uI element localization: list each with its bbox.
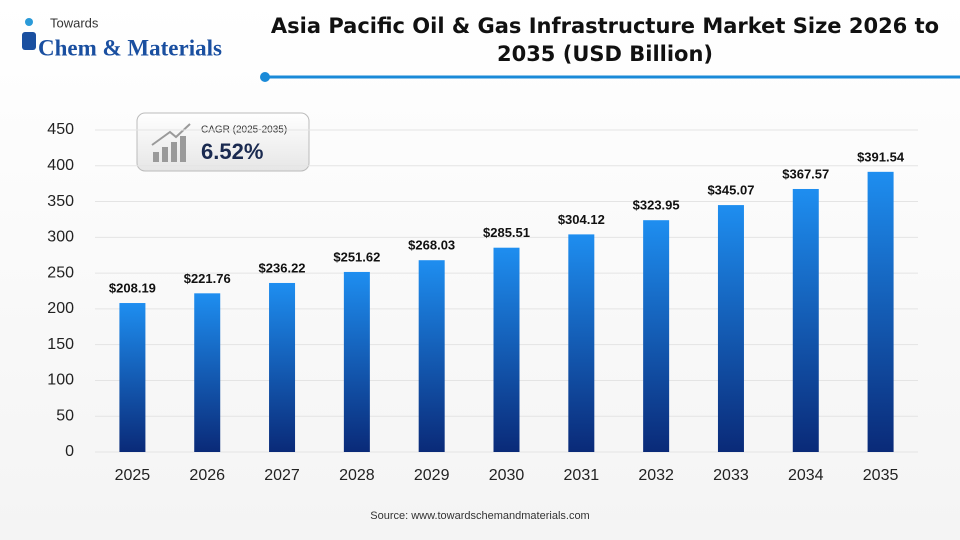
bar xyxy=(418,260,445,452)
x-tick-label: 2030 xyxy=(489,467,525,484)
y-tick-label: 150 xyxy=(47,336,74,353)
data-label: $285.51 xyxy=(483,225,530,240)
y-tick-label: 50 xyxy=(56,407,74,424)
y-tick-label: 100 xyxy=(47,372,74,389)
y-tick-label: 300 xyxy=(47,229,74,246)
bar xyxy=(194,293,221,452)
chart-title: Asia Pacific Oil & Gas Infrastructure Ma… xyxy=(270,14,940,66)
y-tick-label: 250 xyxy=(47,264,74,281)
y-tick-label: 450 xyxy=(47,121,74,138)
data-label: $236.22 xyxy=(259,260,306,275)
data-label: $304.12 xyxy=(558,212,605,227)
bar xyxy=(717,205,744,452)
logo-text: Towards xyxy=(50,15,99,30)
data-label: $323.95 xyxy=(633,198,680,213)
y-tick-label: 200 xyxy=(47,300,74,317)
x-tick-label: 2034 xyxy=(788,467,824,484)
logo-icon xyxy=(22,32,36,50)
y-tick-label: 350 xyxy=(47,193,74,210)
data-label: $345.07 xyxy=(707,183,754,198)
cagr-value: 6.52% xyxy=(201,139,263,164)
x-tick-label: 2026 xyxy=(189,467,225,484)
bar xyxy=(343,271,370,452)
data-label: $367.57 xyxy=(782,166,829,181)
bar xyxy=(643,220,670,452)
x-tick-label: 2029 xyxy=(414,467,450,484)
x-tick-label: 2025 xyxy=(115,467,151,484)
logo-icon xyxy=(25,18,33,26)
x-tick-label: 2027 xyxy=(264,467,300,484)
x-tick-label: 2031 xyxy=(564,467,600,484)
bar xyxy=(867,171,894,453)
bar xyxy=(493,247,520,452)
bar xyxy=(119,303,146,452)
data-label: $208.19 xyxy=(109,280,156,295)
data-label: $268.03 xyxy=(408,238,455,253)
source: Source: www.towardschemandmaterials.com xyxy=(370,510,589,522)
x-tick-label: 2032 xyxy=(638,467,674,484)
logo: Towards Chem & Materials xyxy=(22,15,222,60)
title-rule-dot xyxy=(260,72,270,82)
logo-text: Chem & Materials xyxy=(38,35,222,60)
x-tick-label: 2028 xyxy=(339,467,375,484)
bar xyxy=(568,234,595,452)
x-tick-label: 2035 xyxy=(863,467,899,484)
data-label: $221.76 xyxy=(184,271,231,286)
bar xyxy=(792,188,819,452)
x-tick-label: 2033 xyxy=(713,467,749,484)
data-label: $391.54 xyxy=(857,149,905,164)
bar xyxy=(269,282,296,452)
data-label: $251.62 xyxy=(333,249,380,264)
y-tick-label: 400 xyxy=(47,157,74,174)
y-tick-label: 0 xyxy=(65,443,74,460)
